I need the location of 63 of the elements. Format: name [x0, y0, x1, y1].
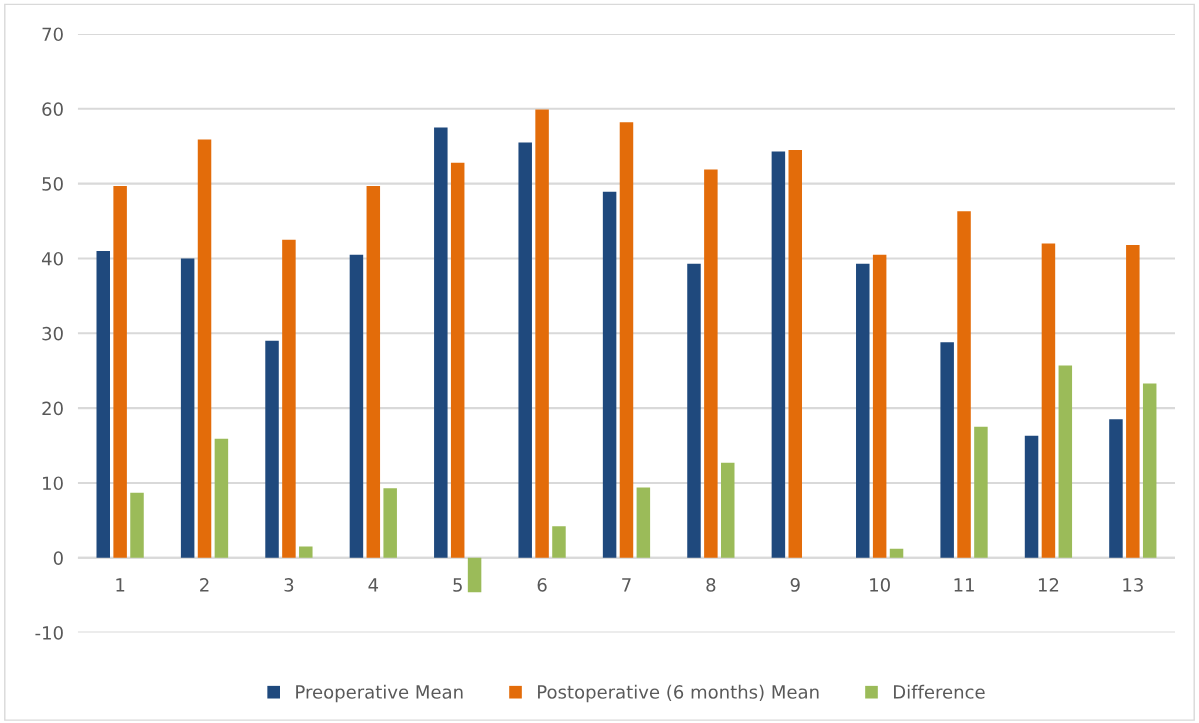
bar: [518, 142, 532, 558]
y-tick-label: -10: [35, 626, 63, 640]
y-tick-label: 0: [53, 551, 63, 565]
bar: [265, 340, 279, 558]
bar: [687, 263, 701, 558]
bar: [1142, 383, 1157, 558]
bar: [349, 254, 364, 558]
y-tick-label: 60: [42, 102, 63, 116]
bar: [214, 438, 229, 558]
bar: [535, 109, 549, 558]
bar: [636, 487, 651, 558]
bar: [957, 211, 971, 558]
bar: [467, 557, 482, 593]
bar: [721, 462, 735, 558]
bar: [872, 254, 887, 558]
bar: [180, 258, 195, 558]
x-tick-label: 9: [790, 578, 800, 592]
bar: [1041, 243, 1056, 558]
bar: [1126, 245, 1140, 558]
bar: [299, 546, 313, 558]
x-tick-label: 10: [870, 578, 890, 592]
y-tick-label: 30: [42, 326, 63, 341]
bar: [434, 127, 448, 558]
bar: [889, 548, 904, 558]
x-tick-label: 3: [284, 578, 294, 592]
bar: [130, 492, 144, 558]
x-tick-label: 11: [954, 578, 974, 592]
bar: [771, 151, 786, 558]
bar: [1058, 365, 1073, 558]
legend-label: Difference: [894, 684, 985, 699]
bar: [450, 162, 465, 558]
bar: [197, 139, 212, 558]
bar: [96, 250, 110, 558]
y-tick-label: 70: [42, 27, 63, 42]
bar: [366, 185, 381, 558]
y-tick-label: 10: [43, 476, 63, 491]
bar: [552, 526, 566, 558]
y-tick-label: 20: [42, 401, 63, 416]
x-tick-label: 2: [200, 578, 209, 592]
bar: [1024, 435, 1039, 558]
bar: [113, 185, 127, 558]
x-tick-label: 12: [1038, 578, 1059, 592]
x-tick-label: 8: [706, 578, 716, 592]
bar: [1109, 419, 1123, 558]
bar: [940, 342, 954, 558]
bar: [602, 191, 617, 558]
bar: [788, 149, 803, 558]
y-tick-label: 40: [41, 251, 63, 266]
bar: [383, 488, 397, 558]
x-tick-label: 13: [1123, 578, 1143, 592]
x-tick-label: 5: [453, 578, 462, 592]
x-tick-label: 4: [368, 578, 379, 592]
legend-label: Preoperative Mean: [296, 684, 463, 703]
bar: [704, 169, 718, 558]
bar: [619, 122, 634, 558]
y-tick-label: 50: [42, 177, 63, 191]
x-tick-label: 7: [622, 578, 631, 592]
x-tick-label: 6: [537, 578, 547, 592]
bar: [282, 239, 296, 558]
legend-label: Postoperative (6 months) Mean: [538, 684, 819, 703]
x-tick-label: 1: [116, 578, 125, 592]
bar: [974, 426, 988, 558]
bar: [856, 263, 870, 558]
